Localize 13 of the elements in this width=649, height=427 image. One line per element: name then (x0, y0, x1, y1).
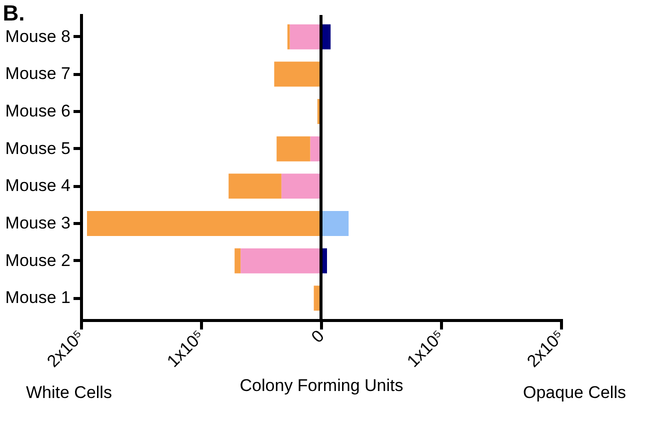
text: Opaque Cells (522, 383, 626, 402)
y-tick-label: Mouse 8 (5, 26, 70, 46)
y-tick-label: Mouse 7 (5, 64, 70, 84)
y-tick-label: Mouse 5 (5, 138, 70, 158)
y-tick-label: Mouse 1 (5, 288, 70, 308)
x-tick-label: 0 (308, 326, 328, 347)
y-tick-label: Mouse 3 (5, 214, 70, 232)
x-axis-title: Colony Forming Units (240, 376, 404, 396)
chart-title: B. (2, 0, 25, 26)
y-tick-label: Mouse 2 (5, 250, 70, 270)
text: White Cells (26, 383, 112, 402)
y-tick-label: Mouse 6 (5, 102, 70, 120)
y-tick-label: Mouse 4 (5, 176, 70, 196)
